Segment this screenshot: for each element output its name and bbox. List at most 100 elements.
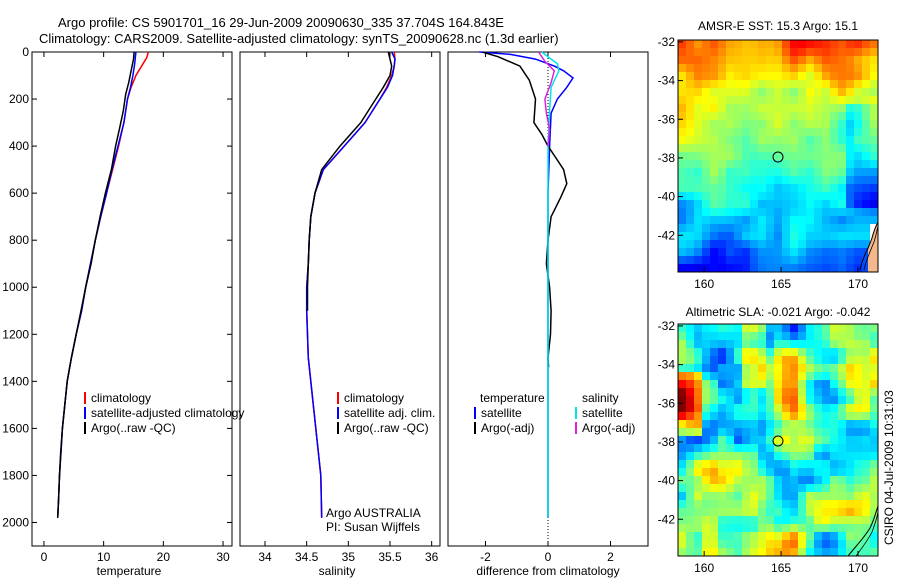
sst-cell [686, 40, 694, 48]
sst-cell [734, 224, 742, 232]
sla-cell [790, 492, 798, 500]
sst-cell [854, 72, 862, 80]
sst-cell [694, 120, 702, 128]
sst-map-ticks: 160 165 170-32-34-36-38-40-42 [658, 35, 869, 291]
sla-cell [678, 516, 686, 524]
map-y-tick-label: -36 [658, 112, 676, 126]
sst-cell [830, 168, 838, 176]
sla-cell [846, 404, 854, 412]
sst-cell [718, 72, 726, 80]
sla-cell [838, 428, 846, 436]
sla-cell [846, 356, 854, 364]
sla-cell [798, 420, 806, 428]
sla-cell [694, 476, 702, 484]
sla-cell [678, 420, 686, 428]
sla-cell [702, 548, 710, 556]
sla-cell [694, 348, 702, 356]
sla-cell [750, 348, 758, 356]
sst-cell [774, 256, 782, 264]
sst-cell [726, 248, 734, 256]
sst-cell [838, 88, 846, 96]
sst-cell [702, 184, 710, 192]
sla-cell [798, 404, 806, 412]
sla-cell [782, 348, 790, 356]
sla-cell [726, 332, 734, 340]
sla-cell [718, 420, 726, 428]
sst-cell [750, 232, 758, 240]
sla-cell [830, 324, 838, 332]
sst-cell [862, 264, 870, 272]
sla-cell [822, 324, 830, 332]
sst-cell [726, 232, 734, 240]
sst-cell [838, 64, 846, 72]
sla-cell [846, 412, 854, 420]
sst-cell [718, 136, 726, 144]
sst-cell [750, 160, 758, 168]
sst-cell [766, 200, 774, 208]
sla-cell [718, 380, 726, 388]
sla-cell [694, 436, 702, 444]
sla-cell [750, 412, 758, 420]
sla-cell [830, 444, 838, 452]
y-tick-label: 1600 [2, 421, 29, 435]
sst-cell [790, 104, 798, 112]
sla-cell [734, 468, 742, 476]
sst-cell [726, 264, 734, 272]
sst-cell [814, 112, 822, 120]
sst-cell [830, 96, 838, 104]
series-line-satellite-adjusted-climatology [56, 51, 137, 518]
sla-cell [790, 524, 798, 532]
sst-cell [870, 104, 878, 112]
sst-cell [766, 256, 774, 264]
sla-cell [702, 340, 710, 348]
sla-cell [846, 420, 854, 428]
sst-cell [766, 112, 774, 120]
sla-cell [766, 508, 774, 516]
sla-cell [766, 540, 774, 548]
sla-cell [758, 324, 766, 332]
sst-cell [838, 96, 846, 104]
sst-cell [686, 152, 694, 160]
sst-cell [742, 184, 750, 192]
sla-cell [726, 356, 734, 364]
sst-cell [710, 128, 718, 136]
sst-cell [766, 48, 774, 56]
sst-cell [822, 64, 830, 72]
sst-cell [838, 224, 846, 232]
map-x-tick-label: 170 [848, 561, 868, 575]
sst-cell [758, 168, 766, 176]
sst-cell [854, 216, 862, 224]
sst-cell [790, 216, 798, 224]
series-line-argo-raw-qc- [56, 51, 135, 518]
sla-cell [854, 412, 862, 420]
sla-cell [710, 340, 718, 348]
sst-cell [854, 200, 862, 208]
sst-cell [750, 264, 758, 272]
sla-cell [846, 436, 854, 444]
sst-cell [694, 176, 702, 184]
sst-cell [822, 48, 830, 56]
sla-cell [750, 500, 758, 508]
sst-cell [870, 200, 878, 208]
sla-cell [782, 340, 790, 348]
sst-cell [830, 128, 838, 136]
sla-cell [790, 452, 798, 460]
sla-cell [838, 492, 846, 500]
sla-cell [742, 484, 750, 492]
sla-cell [838, 500, 846, 508]
sst-cell [830, 200, 838, 208]
sst-cell [766, 72, 774, 80]
sla-cell [678, 484, 686, 492]
sla-cell [790, 356, 798, 364]
sst-cell [694, 128, 702, 136]
sst-cell [742, 72, 750, 80]
sst-cell [822, 200, 830, 208]
sst-cell [718, 224, 726, 232]
sst-cell [710, 48, 718, 56]
sla-cell [846, 484, 854, 492]
sla-cell [742, 516, 750, 524]
sla-cell [774, 420, 782, 428]
sst-cell [790, 176, 798, 184]
sst-cell [766, 264, 774, 272]
sst-cell [726, 104, 734, 112]
